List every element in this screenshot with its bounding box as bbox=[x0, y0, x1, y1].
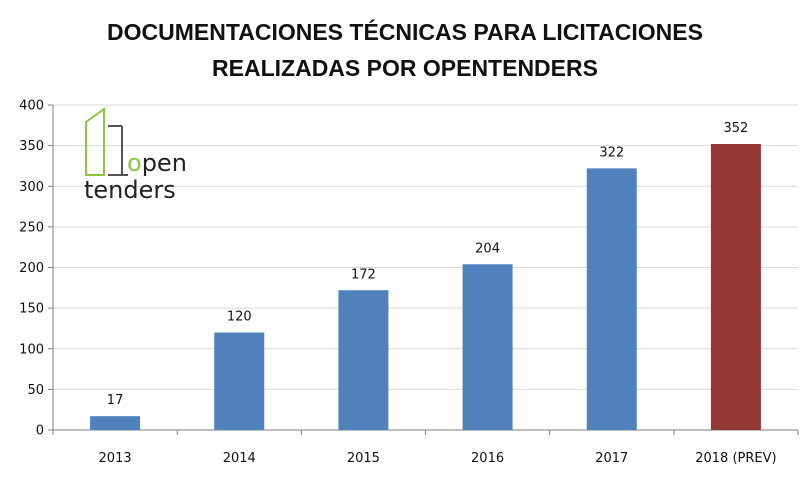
bar-2016 bbox=[462, 264, 513, 430]
bar-2013 bbox=[90, 416, 141, 430]
y-tick-label-50: 50 bbox=[27, 383, 44, 398]
x-tick-label-2016: 2016 bbox=[471, 451, 504, 466]
y-tick-label-0: 0 bbox=[36, 424, 44, 439]
axes: 0 50 100 150 200 250 300 350 400 2013 2014 2015 2016… bbox=[19, 99, 799, 466]
data-label-2015: 172 bbox=[351, 267, 376, 282]
y-tick-label-150: 150 bbox=[19, 302, 44, 317]
data-label-2013: 17 bbox=[107, 393, 124, 408]
bar-2017 bbox=[586, 168, 637, 430]
logo-open-rest: pen bbox=[142, 149, 187, 177]
y-tick-label-350: 350 bbox=[19, 139, 44, 154]
chart-title: DOCUMENTACIONES TÉCNICAS PARA LICITACION… bbox=[0, 14, 810, 86]
x-tick-label-2017: 2017 bbox=[595, 451, 628, 466]
y-tick-label-300: 300 bbox=[19, 180, 44, 195]
data-label-2017: 322 bbox=[599, 145, 624, 160]
chart-title-line-1: DOCUMENTACIONES TÉCNICAS PARA LICITACION… bbox=[107, 19, 703, 45]
gridlines bbox=[53, 104, 798, 390]
opentenders-logo: open tenders bbox=[84, 107, 187, 204]
bars bbox=[90, 144, 761, 430]
bar-2014 bbox=[214, 332, 265, 430]
logo-open-o: o bbox=[127, 149, 142, 177]
x-tick-label-2014: 2014 bbox=[223, 451, 256, 466]
logo-text-open: open bbox=[127, 149, 187, 177]
y-tick-label-250: 250 bbox=[19, 220, 44, 235]
x-tick-label-2013: 2013 bbox=[99, 451, 132, 466]
x-tick-label-2015: 2015 bbox=[347, 451, 380, 466]
y-tick-label-100: 100 bbox=[19, 342, 44, 357]
y-tick-label-400: 400 bbox=[19, 99, 44, 114]
data-label-2018 (PREV): 352 bbox=[724, 121, 749, 136]
logo-text-tenders: tenders bbox=[84, 176, 176, 204]
bar-2015 bbox=[338, 290, 389, 430]
data-labels: 17 120 172 204 322 352 bbox=[107, 121, 749, 408]
x-tick-label-2018 (PREV): 2018 (PREV) bbox=[695, 451, 776, 466]
y-tick-label-200: 200 bbox=[19, 261, 44, 276]
building-icon bbox=[85, 107, 128, 176]
data-label-2016: 204 bbox=[475, 241, 500, 256]
bar-2018 (PREV) bbox=[710, 144, 761, 430]
chart-title-line-2: REALIZADAS POR OPENTENDERS bbox=[212, 55, 598, 81]
data-label-2014: 120 bbox=[227, 310, 252, 325]
